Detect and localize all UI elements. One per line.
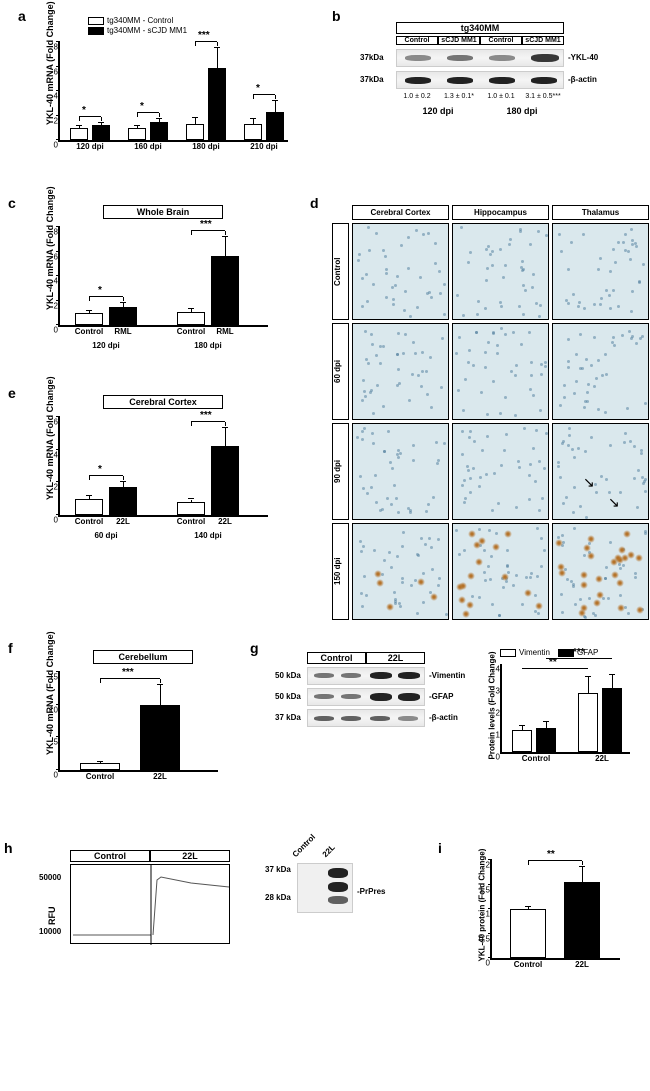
panel-b-label: b (332, 8, 341, 24)
row-label: -GFAP (429, 692, 453, 701)
wb-col: Control (291, 833, 317, 859)
ytick: 10000 (39, 927, 61, 936)
ytick: 50000 (39, 873, 61, 882)
rfu-col: 22L (150, 850, 230, 862)
panel-e-label: e (8, 385, 16, 401)
row-label: -β-actin (568, 75, 597, 84)
wb-band (396, 71, 564, 89)
size-label: 37kDa (360, 53, 384, 62)
row-label: -β-actin (429, 713, 458, 722)
wb-col: 22L (321, 834, 346, 859)
bottom-label: 120 dpi (396, 106, 480, 116)
wb-col: 22L (366, 652, 425, 664)
rfu-col: Control (70, 850, 150, 862)
legend-text: Vimentin (519, 648, 550, 657)
chart-title: Cerebellum (93, 650, 193, 664)
yaxis-label: YKL-40 mRNA (Fold Change) (45, 45, 55, 125)
chart-title: Cerebral Cortex (103, 395, 223, 409)
quant-val: 1.0 ± 0.1 (480, 93, 522, 100)
panel-g-label: g (250, 640, 259, 656)
wb-col: sCJD MM1 (522, 36, 564, 45)
wb-col: sCJD MM1 (438, 36, 480, 45)
wb-band (307, 667, 425, 685)
panel-g-chart: Vimentin GFAP Protein levels (Fold Chang… (500, 650, 630, 754)
legend-text: tg340MM - Control (107, 16, 173, 25)
size-label: 50 kDa (275, 671, 301, 680)
wb-col: Control (480, 36, 522, 45)
panel-i-label: i (438, 840, 442, 856)
size-label: 37kDa (360, 75, 384, 84)
legend-item: tg340MM - sCJD MM1 (88, 26, 187, 35)
panel-c-label: c (8, 195, 16, 211)
row-label: -Vimentin (429, 671, 465, 680)
chart-title: Whole Brain (103, 205, 223, 219)
panel-h-rfu: Control 22L 50000 10000 RFU (40, 850, 230, 944)
size-label: 50 kDa (275, 692, 301, 701)
bottom-label: 180 dpi (480, 106, 564, 116)
size-label: 37 kDa (275, 713, 301, 722)
wb-header: tg340MM (396, 22, 564, 34)
quant-val: 3.1 ± 0.5*** (522, 93, 564, 100)
yaxis-label: YKL-40 mRNA (Fold Change) (45, 230, 55, 310)
quant-val: 1.0 ± 0.2 (396, 93, 438, 100)
wb-band (307, 688, 425, 706)
panel-d-grid: Cerebral Cortex Hippocampus Thalamus Con… (332, 205, 649, 620)
panel-c-chart: Whole Brain YKL-40 mRNA (Fold Change) 02… (58, 205, 268, 327)
wb-band (307, 709, 425, 727)
wb-col: Control (396, 36, 438, 45)
panel-f-chart: Cerebellum YKL-40 mRNA (Fold Change) 051… (58, 650, 218, 772)
wb-band (297, 863, 353, 913)
panel-b-wb: tg340MM Control sCJD MM1 Control sCJD MM… (360, 22, 620, 116)
histo-col: Cerebral Cortex (352, 205, 449, 220)
row-label: -PrPres (357, 887, 385, 896)
histo-col: Hippocampus (452, 205, 549, 220)
wb-col: Control (307, 652, 366, 664)
panel-a-label: a (18, 8, 26, 24)
panel-i-chart: YKL-40 protein (Fold Change) 00.511.52Co… (490, 852, 620, 960)
panel-h-wb: Control 22L 37 kDa 28 kDa -PrPres (265, 850, 395, 913)
size-label: 28 kDa (265, 893, 291, 902)
panel-a-chart: tg340MM - Control tg340MM - sCJD MM1 YKL… (58, 20, 288, 142)
panel-e-chart: Cerebral Cortex YKL-40 mRNA (Fold Change… (58, 395, 268, 517)
panel-f-label: f (8, 640, 13, 656)
quant-val: 1.3 ± 0.1* (438, 93, 480, 100)
rfu-trace (71, 865, 231, 945)
size-label: 37 kDa (265, 865, 291, 874)
histo-col: Thalamus (552, 205, 649, 220)
yaxis-label: RFU (47, 885, 57, 925)
legend-text: tg340MM - sCJD MM1 (107, 26, 187, 35)
panel-h-label: h (4, 840, 13, 856)
panel-d-label: d (310, 195, 319, 211)
wb-band (396, 49, 564, 67)
panel-g-wb: Control 22L 50 kDa -Vimentin 50 kDa -GFA… (275, 652, 455, 727)
row-label: -YKL-40 (568, 53, 598, 62)
legend-item: tg340MM - Control (88, 16, 187, 25)
legend-item: Vimentin (500, 648, 550, 657)
